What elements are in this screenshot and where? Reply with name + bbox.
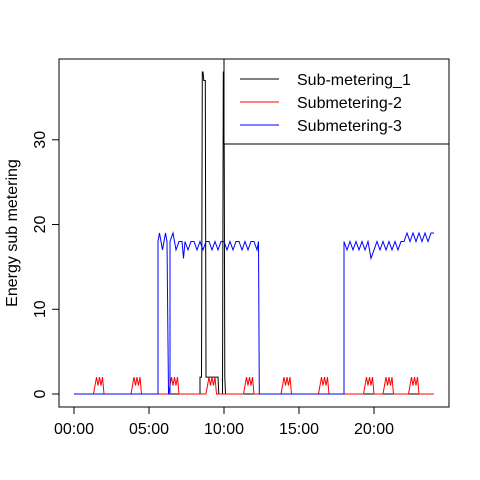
x-tick-label: 15:00 xyxy=(279,421,319,438)
y-tick-label: 10 xyxy=(32,300,49,318)
series-line-1 xyxy=(74,71,434,395)
y-tick-label: 20 xyxy=(32,216,49,234)
legend-label-1: Sub-metering_1 xyxy=(297,72,411,89)
x-axis: 00:00 05:00 10:00 15:00 20:00 xyxy=(54,407,394,438)
y-tick-label: 0 xyxy=(32,389,49,398)
x-tick-label: 20:00 xyxy=(354,421,394,438)
x-tick-label: 00:00 xyxy=(54,421,94,438)
y-axis-label: Energy sub metering xyxy=(4,159,21,307)
plot-lines xyxy=(74,71,434,395)
series-line-3 xyxy=(74,231,434,395)
x-tick-label: 10:00 xyxy=(204,421,244,438)
legend-label-2: Submetering-2 xyxy=(297,95,402,112)
y-tick-label: 30 xyxy=(32,131,49,149)
x-tick-label: 05:00 xyxy=(129,421,169,438)
legend-label-3: Submetering-3 xyxy=(297,118,402,135)
y-axis: 0 10 20 30 xyxy=(32,131,59,398)
legend: Sub-metering_1 Submetering-2 Submetering-3 xyxy=(223,58,450,145)
